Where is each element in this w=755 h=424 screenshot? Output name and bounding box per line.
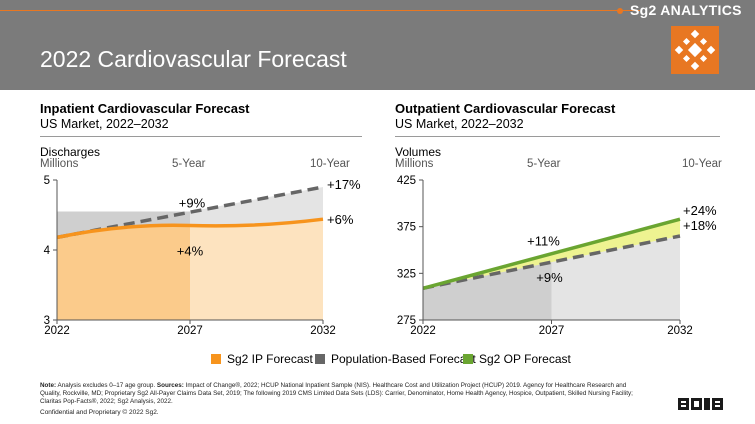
legend-swatch-ip: [211, 354, 221, 364]
note-label: Note:: [40, 382, 56, 389]
op-annotation-pop-10yr: +18%: [683, 218, 717, 233]
header-accent-line: [0, 10, 640, 11]
ip-area-5yr: [57, 225, 190, 320]
legend-label-ip: Sg2 IP Forecast: [227, 352, 313, 366]
note-text: Analysis excludes 0–17 age group.: [56, 382, 157, 389]
brand-dot-icon: [617, 8, 623, 14]
ip-area-10yr: [57, 219, 323, 320]
ip-forecast-line: [57, 219, 323, 237]
op-x-tick-label: 2022: [410, 325, 436, 337]
ip-x-tick-label: 2027: [177, 325, 203, 337]
legend-item-pop: Population-Based Forecast: [315, 352, 476, 366]
op-axis-unit: Millions: [395, 158, 433, 170]
op-period-5yr: 5-Year: [527, 158, 560, 170]
op-y-tick-label: 425: [397, 175, 416, 187]
op-annotation-pop-5yr: +9%: [536, 270, 563, 285]
ip-chart-title: Inpatient Cardiovascular Forecast: [40, 101, 250, 116]
op-pop-area: [423, 236, 680, 320]
op-pop-area-5yr: [423, 262, 552, 320]
op-y-tick-label: 275: [397, 315, 416, 327]
brand-name: Sg2 ANALYTICS: [630, 2, 742, 18]
ip-annotation-pop-5yr: +9%: [179, 196, 206, 211]
ip-chart-subtitle: US Market, 2022–2032: [40, 117, 169, 131]
pop-forecast-line: [57, 187, 323, 237]
sg2-logo-icon: [676, 395, 726, 417]
sg2-analytics-logo-icon: [671, 26, 719, 74]
legend-label-pop: Population-Based Forecast: [331, 352, 476, 366]
ip-y-tick-label: 4: [44, 245, 51, 257]
ip-divider: [40, 136, 362, 137]
op-annotation-op-5yr: +11%: [527, 233, 560, 248]
legend-swatch-pop: [315, 354, 325, 364]
ip-y-tick-label: 5: [44, 175, 50, 187]
op-y-tick-label: 375: [397, 222, 416, 234]
pop-area-5yr: [57, 212, 190, 321]
op-x-tick-label: 2027: [539, 325, 565, 337]
op-axis-name: Volumes: [395, 145, 441, 159]
op-x-tick-label: 2032: [667, 325, 693, 337]
op-chart-title: Outpatient Cardiovascular Forecast: [395, 101, 615, 116]
footnote: Note: Analysis excludes 0–17 age group. …: [40, 382, 640, 407]
op-annotation-op-10yr: +24%: [683, 203, 717, 218]
ip-x-tick-label: 2022: [44, 325, 70, 337]
page-title: 2022 Cardiovascular Forecast: [40, 46, 347, 73]
legend-item-ip: Sg2 IP Forecast: [211, 352, 313, 366]
op-y-tick-label: 325: [397, 268, 416, 280]
op-forecast-line: [423, 219, 680, 288]
ip-annotation-pop-10yr: +17%: [327, 177, 361, 192]
op-pop-forecast-line: [423, 236, 680, 288]
legend-label-op: Sg2 OP Forecast: [479, 352, 571, 366]
ip-period-10yr: 10-Year: [310, 158, 350, 170]
op-divider: [395, 136, 720, 137]
op-growth-band: [423, 219, 680, 288]
op-period-10yr: 10-Year: [682, 158, 722, 170]
ip-annotation-ip-10yr: +6%: [327, 212, 354, 227]
op-chart-subtitle: US Market, 2022–2032: [395, 117, 524, 131]
ip-axis-unit: Millions: [40, 158, 78, 170]
ip-annotation-ip-5yr: +4%: [177, 244, 204, 259]
chart-legend: Sg2 IP Forecast Population-Based Forecas…: [0, 352, 755, 368]
ip-period-5yr: 5-Year: [172, 158, 205, 170]
legend-item-op: Sg2 OP Forecast: [463, 352, 571, 366]
ip-x-tick-label: 2032: [310, 325, 336, 337]
sources-label: Sources:: [157, 382, 184, 389]
confidential-notice: Confidential and Proprietary © 2022 Sg2.: [40, 409, 159, 416]
ip-y-tick-label: 3: [44, 315, 50, 327]
legend-swatch-op: [463, 354, 473, 364]
pop-area: [57, 187, 323, 320]
ip-axis-name: Discharges: [40, 145, 100, 159]
